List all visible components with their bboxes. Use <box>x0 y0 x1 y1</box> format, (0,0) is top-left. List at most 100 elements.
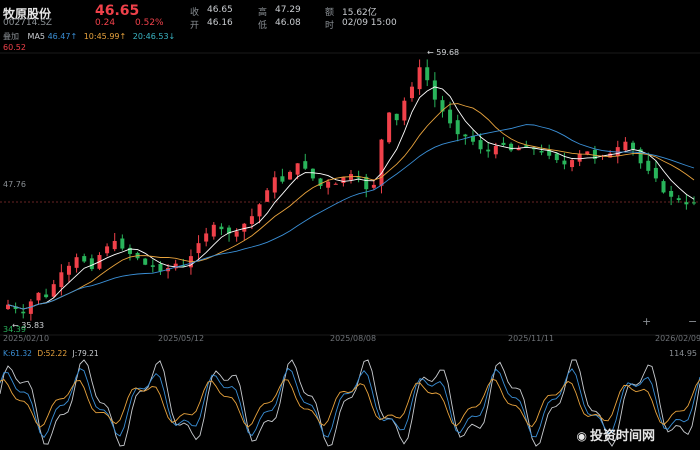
ma10-value: 10:45.99↑ <box>83 32 127 41</box>
watermark: ◉ 投资时间网 <box>577 425 656 444</box>
candle <box>646 152 651 175</box>
candle <box>288 170 293 180</box>
candle <box>13 302 18 314</box>
candle <box>105 243 110 257</box>
date-label: 2026/02/09 <box>655 334 700 343</box>
candle <box>577 150 582 167</box>
quote-time-value: 02/09 15:00 <box>342 18 397 28</box>
overlay-label: 叠加 <box>3 32 19 41</box>
watermark-text: 投资时间网 <box>589 429 655 444</box>
candle <box>486 142 491 158</box>
y-axis-top-label: 60.52 <box>3 43 26 52</box>
ma-lines <box>7 86 695 310</box>
kdj-j-line <box>0 359 700 447</box>
kdj-j-value: J:79.21 <box>72 349 99 358</box>
zoom-in-button[interactable]: + <box>642 315 652 328</box>
candle <box>684 194 689 210</box>
y-axis-mid-label: 47.76 <box>3 180 26 189</box>
candle <box>669 185 674 206</box>
candle <box>432 72 437 108</box>
ma-legend[interactable]: 叠加 MA5 46.47↑ 10:45.99↑ 20:46.53↓ <box>3 31 175 42</box>
quote-high-label: 高 <box>258 8 268 18</box>
date-label: 2025/02/10 <box>3 334 50 343</box>
candle <box>631 140 636 156</box>
candle <box>402 97 407 126</box>
high-marker: ← 59.68 <box>427 48 460 57</box>
candle <box>89 254 94 272</box>
candle <box>554 152 559 164</box>
kdj-legend: K:61.32 D:52.22 J:79.21 <box>3 349 99 358</box>
last-price: 46.65 <box>95 3 140 19</box>
candle <box>463 133 468 145</box>
quote-close-label: 收 <box>190 8 200 18</box>
candle <box>455 114 460 142</box>
candle <box>524 140 529 148</box>
candle <box>425 59 430 87</box>
candle <box>310 168 315 181</box>
y-axis-low-label: 34.39 <box>3 325 26 334</box>
candle <box>448 101 453 129</box>
candle <box>303 153 308 170</box>
quote-close-value: 46.65 <box>207 5 233 15</box>
candle <box>417 59 422 95</box>
candle <box>379 138 384 194</box>
candle <box>409 82 414 102</box>
stock-code: 002714.SZ <box>3 18 53 28</box>
candle <box>676 195 681 203</box>
candle <box>143 257 148 266</box>
price-change-percent: 0.52% <box>135 18 164 28</box>
candle <box>440 95 445 118</box>
date-label: 2025/05/12 <box>158 334 205 343</box>
candle <box>82 253 87 263</box>
candle <box>493 142 498 159</box>
candle <box>326 179 331 195</box>
quote-amount-value: 15.62亿 <box>342 8 377 18</box>
candle <box>692 196 696 206</box>
ma5-line <box>7 86 695 310</box>
candle <box>265 187 270 202</box>
candle <box>211 222 216 240</box>
candles <box>6 59 696 321</box>
quote-low-value: 46.08 <box>275 18 301 28</box>
candle <box>547 144 552 160</box>
ma10-line <box>7 103 695 310</box>
ma20-line <box>7 124 695 310</box>
candle <box>112 233 117 252</box>
candle <box>36 292 41 305</box>
candle <box>280 168 285 184</box>
quote-amount-label: 额 <box>325 8 335 18</box>
price-change: 0.24 <box>95 18 116 28</box>
candle <box>333 182 338 185</box>
candle <box>219 223 224 236</box>
candle <box>21 304 26 319</box>
candle <box>394 113 399 126</box>
weibo-icon: ◉ <box>576 429 587 443</box>
kdj-d-line <box>0 378 700 428</box>
quote-open-value: 46.16 <box>207 18 233 28</box>
candle <box>127 244 132 261</box>
candle <box>470 130 475 146</box>
candle <box>150 259 155 273</box>
candle <box>257 203 262 224</box>
candle <box>196 235 201 261</box>
candle <box>653 161 658 182</box>
ma20-value: 20:46.53↓ <box>132 32 176 41</box>
candle <box>74 253 79 273</box>
ma5-label: MA5 <box>27 32 46 41</box>
stock-name: 牧原股份 <box>3 7 52 21</box>
kdj-lines <box>0 359 700 447</box>
kdj-k-line <box>0 367 700 439</box>
candle <box>173 259 178 271</box>
kdj-axis-label: 114.95 <box>669 349 697 358</box>
quote-open-label: 开 <box>190 21 200 31</box>
candle <box>272 171 277 199</box>
candle <box>562 152 567 170</box>
candle <box>242 222 247 241</box>
quote-time-label: 时 <box>325 21 335 31</box>
zoom-out-button[interactable]: − <box>688 315 698 328</box>
date-label: 2025/11/11 <box>508 334 555 343</box>
quote-high-value: 47.29 <box>275 5 301 15</box>
candle <box>44 288 49 299</box>
candle <box>51 279 56 299</box>
